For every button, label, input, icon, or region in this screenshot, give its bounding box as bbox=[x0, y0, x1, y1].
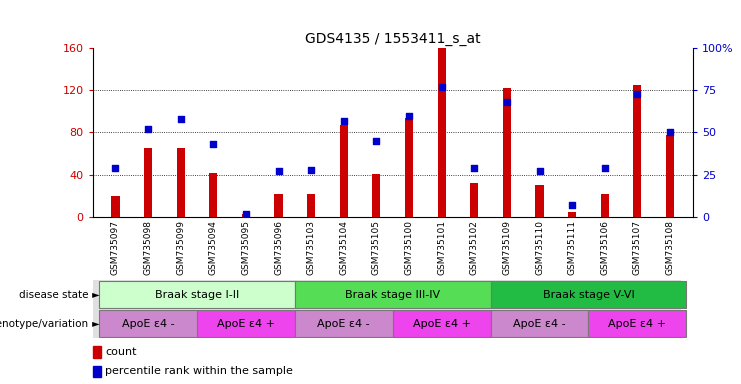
Text: ApoE ε4 +: ApoE ε4 + bbox=[413, 318, 471, 329]
Bar bbox=[372, 174, 380, 217]
Bar bbox=[471, 183, 479, 217]
Bar bbox=[536, 185, 544, 217]
Bar bbox=[634, 85, 642, 217]
Point bbox=[142, 126, 154, 132]
Point bbox=[240, 210, 252, 217]
Point bbox=[468, 165, 480, 171]
Bar bbox=[295, 281, 491, 308]
Bar bbox=[568, 212, 576, 217]
Text: ApoE ε4 +: ApoE ε4 + bbox=[217, 318, 275, 329]
Bar bbox=[438, 48, 446, 217]
Text: Braak stage V-VI: Braak stage V-VI bbox=[542, 290, 634, 300]
Point bbox=[566, 202, 578, 208]
Text: ApoE ε4 -: ApoE ε4 - bbox=[317, 318, 370, 329]
Bar bbox=[176, 148, 185, 217]
Bar bbox=[93, 346, 101, 358]
Bar bbox=[491, 310, 588, 337]
Bar bbox=[503, 88, 511, 217]
Bar bbox=[99, 281, 295, 308]
Text: Braak stage III-IV: Braak stage III-IV bbox=[345, 290, 440, 300]
Point bbox=[664, 129, 676, 136]
Text: ApoE ε4 -: ApoE ε4 - bbox=[122, 318, 174, 329]
Point bbox=[305, 167, 317, 173]
Point bbox=[534, 168, 545, 174]
Bar bbox=[588, 310, 686, 337]
Bar bbox=[601, 194, 609, 217]
Point bbox=[403, 113, 415, 119]
Bar bbox=[405, 118, 413, 217]
Bar bbox=[99, 310, 197, 337]
Point bbox=[110, 165, 122, 171]
Point bbox=[599, 165, 611, 171]
Point bbox=[338, 118, 350, 124]
Point bbox=[207, 141, 219, 147]
Text: ApoE ε4 -: ApoE ε4 - bbox=[514, 318, 566, 329]
Bar bbox=[209, 173, 217, 217]
Text: genotype/variation: genotype/variation bbox=[0, 318, 89, 329]
Text: percentile rank within the sample: percentile rank within the sample bbox=[105, 366, 293, 376]
Bar bbox=[295, 310, 393, 337]
Bar bbox=[93, 366, 101, 377]
Point bbox=[273, 168, 285, 174]
Text: count: count bbox=[105, 347, 136, 357]
Point bbox=[436, 84, 448, 90]
Bar bbox=[491, 281, 686, 308]
Bar bbox=[111, 196, 119, 217]
Point bbox=[501, 99, 513, 105]
Bar bbox=[307, 194, 315, 217]
Bar bbox=[144, 148, 152, 217]
Text: disease state: disease state bbox=[19, 290, 89, 300]
Bar bbox=[274, 194, 282, 217]
Point bbox=[370, 138, 382, 144]
Title: GDS4135 / 1553411_s_at: GDS4135 / 1553411_s_at bbox=[305, 31, 481, 46]
Point bbox=[175, 116, 187, 122]
Point bbox=[631, 91, 643, 97]
Bar bbox=[393, 310, 491, 337]
Text: Braak stage I-II: Braak stage I-II bbox=[155, 290, 239, 300]
Bar bbox=[339, 125, 348, 217]
Bar bbox=[197, 310, 295, 337]
Bar bbox=[242, 214, 250, 217]
Text: ►: ► bbox=[89, 318, 99, 329]
Text: ►: ► bbox=[89, 290, 99, 300]
Bar bbox=[666, 135, 674, 217]
Text: ApoE ε4 +: ApoE ε4 + bbox=[608, 318, 666, 329]
